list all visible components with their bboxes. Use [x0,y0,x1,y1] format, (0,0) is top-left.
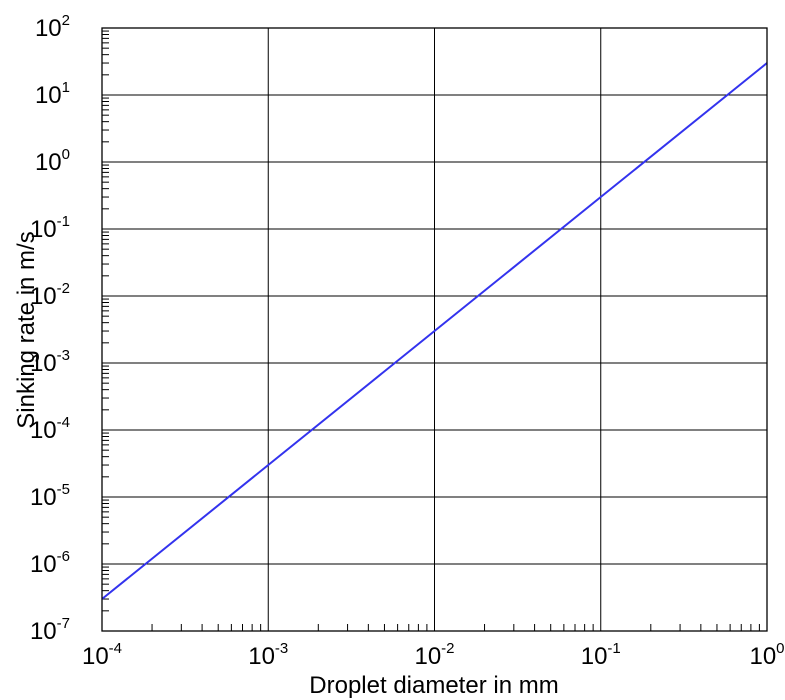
x-tick-label: 10-2 [414,640,454,670]
y-tick-label: 10-4 [30,414,70,444]
series-line [101,62,768,600]
y-tick-label: 10-1 [30,213,70,243]
y-tick-label: 101 [35,79,70,109]
y-tick-label: 10-7 [30,615,70,645]
y-tick-label: 10-3 [30,347,70,377]
x-tick-label: 10-3 [248,640,288,670]
x-axis-title: Droplet diameter in mm [309,672,558,699]
y-tick-label: 102 [35,12,70,42]
x-tick-label: 100 [749,640,784,670]
y-tick-label: 10-5 [30,481,70,511]
y-axis-title: Sinking rate in m/s [13,231,40,428]
y-tick-label: 10-2 [30,280,70,310]
y-tick-label: 10-6 [30,548,70,578]
minor-ticks [102,30,760,631]
grid-lines [102,28,767,631]
plot-frame [101,27,768,632]
tick-labels: 10-4 10-3 10-2 10-1 100 10-7 10-6 10-5 10-4 10-3 1… [30,12,785,670]
x-tick-label: 10-4 [82,640,122,670]
y-tick-label: 100 [35,146,70,176]
x-tick-label: 10-1 [581,640,621,670]
series-layer [101,62,768,600]
